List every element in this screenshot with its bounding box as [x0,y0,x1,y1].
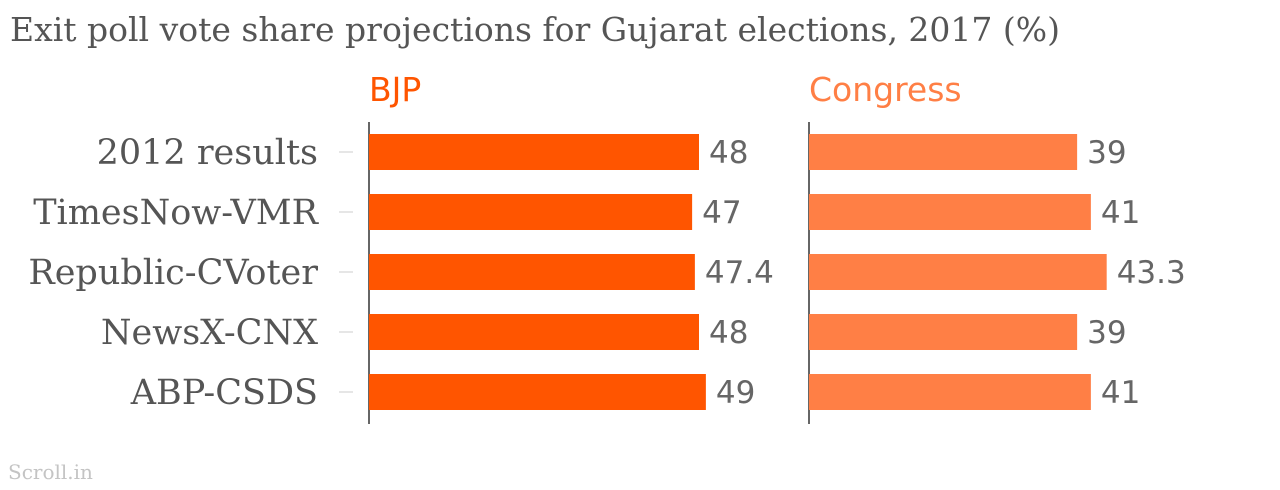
category-label: NewsX-CNX [101,313,318,353]
data-label: 47 [702,195,741,231]
bar [809,314,1078,350]
series-panel: BJP 48 47 47.4 48 49 [368,70,774,424]
category-label: Republic-CVoter [28,253,318,293]
bar [369,134,699,170]
data-label: 43.3 [1117,255,1186,291]
data-label: 39 [1087,135,1126,171]
data-label: 47.4 [705,255,774,291]
bar [369,254,695,290]
data-label: 49 [716,375,755,411]
series-label: BJP [369,70,421,109]
bar [369,314,699,350]
source-credit: Scroll.in [8,460,93,484]
category-label: ABP-CSDS [130,373,318,413]
data-label: 48 [709,315,748,351]
bar [809,134,1078,170]
bar [809,194,1091,230]
category-label: 2012 results [97,133,318,173]
bar [809,374,1091,410]
data-label: 48 [709,135,748,171]
chart-panels: BJP 48 47 47.4 48 49 Congress 39 41 43.3 39 41 [368,70,1186,424]
category-label: TimesNow-VMR [33,193,319,233]
category-axis: 2012 results TimesNow-VMR Republic-CVoter N… [28,133,353,413]
data-label: 41 [1101,195,1140,231]
data-label: 41 [1101,375,1140,411]
bar [809,254,1107,290]
series-label: Congress [809,70,962,109]
series-panel: Congress 39 41 43.3 39 41 [808,70,1186,424]
bar [369,194,693,230]
chart-title: Exit poll vote share projections for Guj… [10,10,1061,49]
bar [369,374,706,410]
data-label: 39 [1087,315,1126,351]
